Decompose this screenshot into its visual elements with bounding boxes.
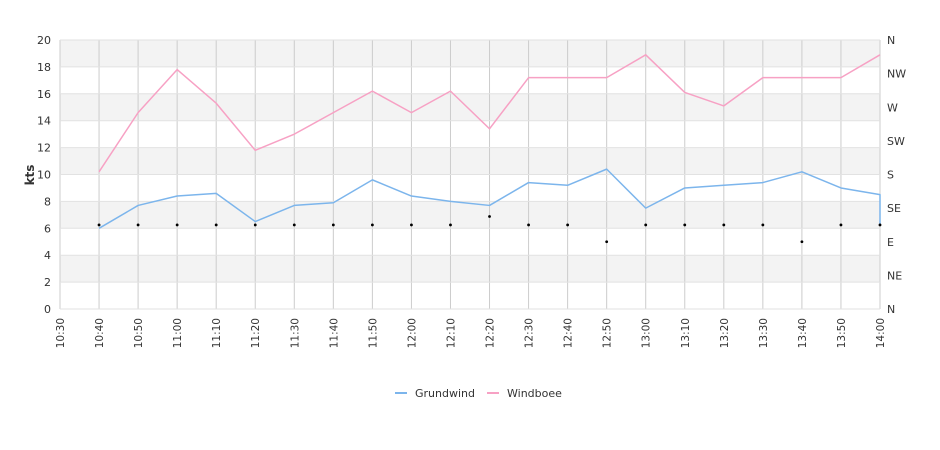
y2-axis-ticks: N NE E SE S SW W NW N (887, 34, 906, 316)
direction-point (214, 223, 218, 227)
y-tick-label: 0 (44, 303, 51, 316)
legend-item-grundwind[interactable]: Grundwind (395, 387, 475, 400)
x-tick-label: 13:40 (797, 318, 809, 348)
x-tick-label: 13:10 (680, 318, 692, 348)
x-tick-label: 12:30 (524, 318, 536, 348)
x-tick-label: 13:50 (836, 318, 848, 348)
direction-point (644, 223, 648, 227)
x-tick-label: 13:20 (719, 318, 731, 348)
y2-tick-label: S (887, 169, 894, 182)
x-tick-label: 11:10 (211, 318, 223, 348)
x-tick-label: 11:50 (367, 318, 379, 348)
x-tick-label: 10:50 (133, 318, 145, 348)
direction-points (97, 215, 882, 244)
direction-point (527, 223, 530, 227)
x-tick-label: 11:30 (289, 318, 301, 348)
x-tick-label: 12:10 (445, 318, 457, 348)
direction-point (800, 240, 804, 244)
x-tick-label: 11:40 (328, 318, 340, 348)
plot-band (60, 174, 880, 202)
series-line-windboee[interactable] (98, 54, 881, 173)
x-tick-label: 13:30 (758, 318, 770, 348)
x-tick-label: 10:30 (55, 318, 67, 348)
y-tick-label: 16 (37, 88, 51, 101)
legend[interactable]: Grundwind Windboee (395, 387, 562, 400)
direction-point (331, 223, 335, 227)
y2-tick-label: E (887, 236, 894, 249)
y-tick-label: 2 (44, 276, 51, 289)
x-tick-label: 14:00 (875, 318, 887, 348)
legend-item-windboee[interactable]: Windboee (487, 387, 562, 400)
x-tick-label: 12:20 (485, 318, 497, 348)
y2-tick-label: N (887, 303, 895, 316)
direction-point (253, 223, 257, 227)
direction-point (136, 223, 140, 227)
direction-point (449, 223, 452, 227)
y2-tick-label: W (887, 101, 898, 114)
direction-point (97, 223, 101, 227)
horizontal-gridlines (60, 39, 880, 310)
direction-point (175, 223, 179, 227)
direction-point (410, 223, 413, 227)
y-tick-label: 12 (37, 142, 51, 155)
x-tick-label: 13:00 (641, 318, 653, 348)
y-tick-label: 8 (44, 195, 51, 208)
direction-point (683, 223, 687, 227)
plot-band (60, 201, 880, 229)
x-tick-label: 10:40 (94, 318, 106, 348)
y2-tick-label: N (887, 34, 895, 47)
x-tick-label: 11:20 (250, 318, 262, 348)
plot-band (60, 282, 880, 309)
x-axis-ticks: 10:30 10:40 10:50 11:00 11:10 11:20 11:30 11:40… (55, 318, 887, 348)
x-tick-label: 12:50 (602, 318, 614, 348)
y-axis-ticks: 0 2 4 6 8 10 12 14 16 18 20 (37, 34, 51, 316)
y-tick-label: 10 (37, 169, 51, 182)
y2-tick-label: SE (887, 202, 901, 215)
series-layer (98, 54, 881, 229)
direction-point (292, 223, 296, 227)
y-tick-label: 18 (37, 61, 51, 74)
direction-point (370, 223, 374, 227)
legend-label: Grundwind (415, 387, 475, 400)
x-tick-label: 11:00 (172, 318, 184, 348)
y-axis-label: kts (23, 165, 37, 186)
legend-label: Windboee (507, 387, 562, 400)
direction-point (566, 223, 570, 227)
y-tick-label: 6 (44, 222, 51, 235)
direction-point (761, 223, 765, 227)
direction-point (605, 240, 609, 244)
y-tick-label: 14 (37, 115, 51, 128)
plot-band (60, 228, 880, 256)
x-tick-label: 12:00 (406, 318, 418, 348)
plot-band (60, 66, 880, 94)
direction-point (488, 215, 491, 218)
series-line-grundwind[interactable] (98, 168, 881, 229)
y-tick-label: 20 (37, 34, 51, 47)
plot-band (60, 255, 880, 283)
plot-band (60, 120, 880, 148)
y2-tick-label: NE (887, 269, 902, 282)
plot-band (60, 147, 880, 175)
y-tick-label: 4 (44, 249, 51, 262)
direction-point (722, 223, 726, 227)
direction-point (839, 223, 843, 227)
direction-point (878, 223, 882, 227)
y2-tick-label: SW (887, 135, 905, 148)
plot-band (60, 40, 880, 67)
x-tick-label: 12:40 (563, 318, 575, 348)
y2-tick-label: NW (887, 68, 906, 81)
plot-band (60, 93, 880, 121)
plot-bands (60, 40, 880, 309)
